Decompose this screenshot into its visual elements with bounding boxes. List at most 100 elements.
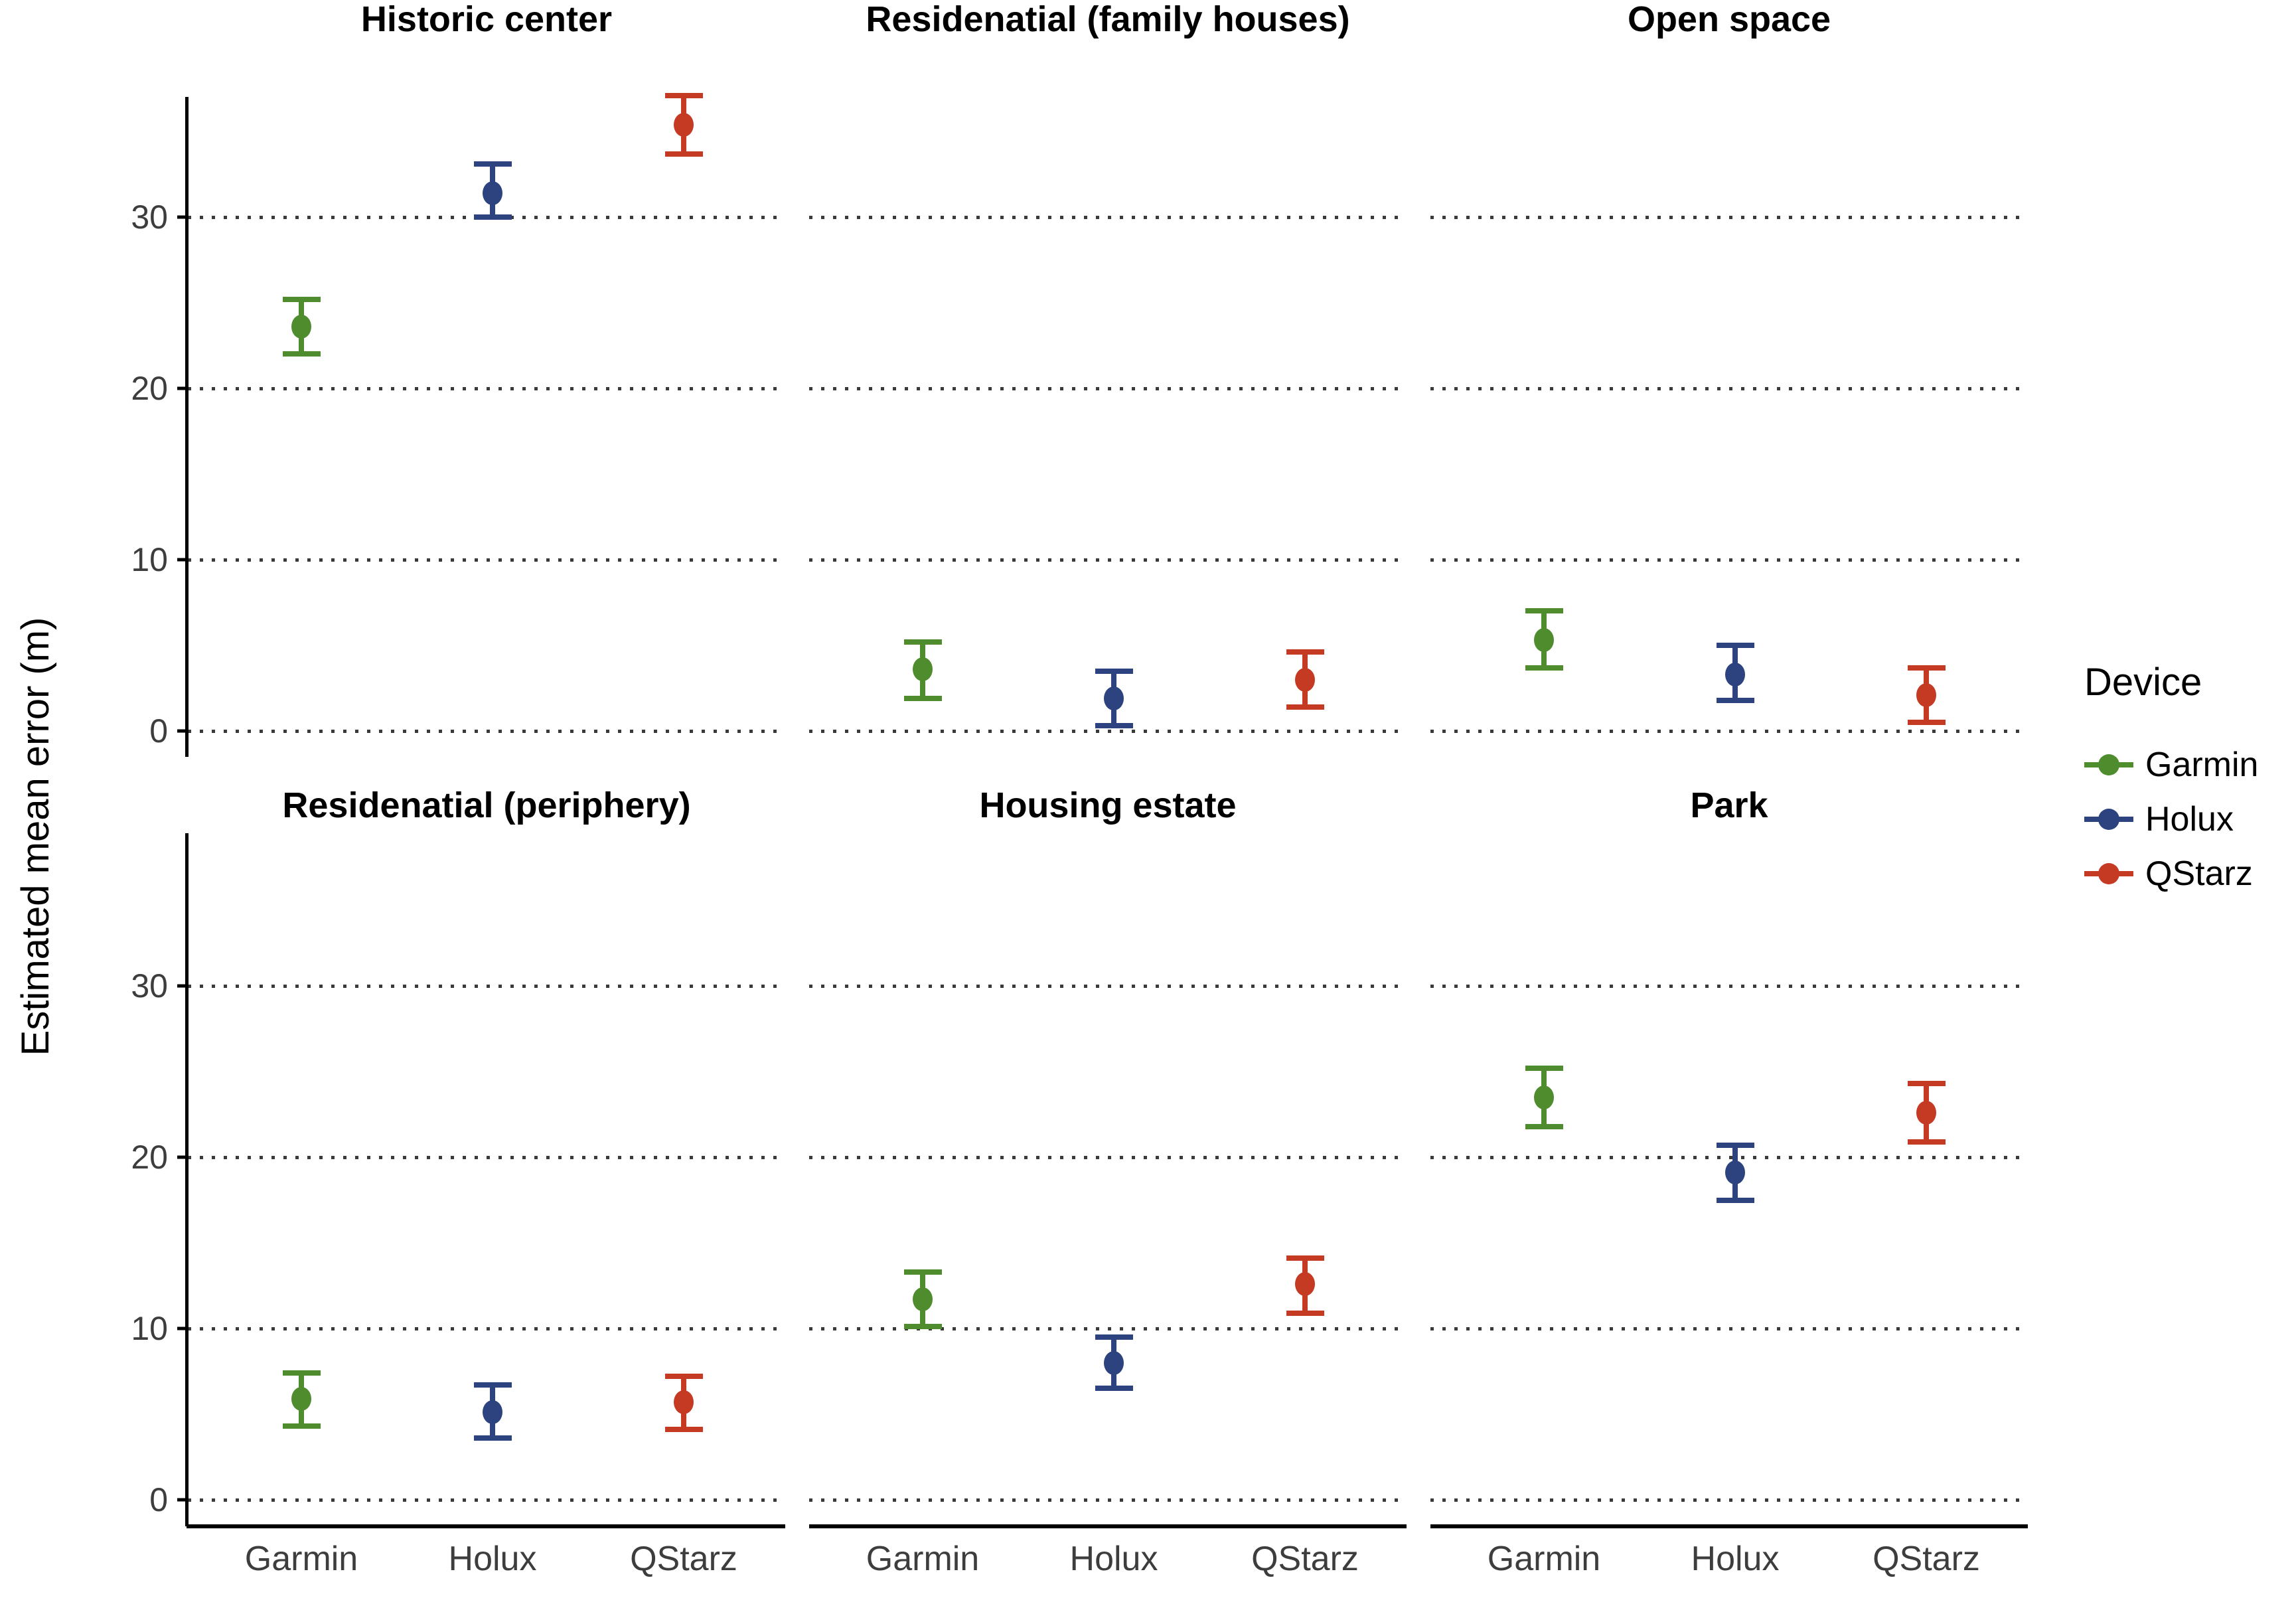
y-tick-label-10: 10 — [131, 541, 168, 578]
errorbar-cap-low-garmin — [283, 1423, 321, 1429]
gridline-y-0 — [1430, 1498, 2028, 1502]
point-garmin — [1534, 1085, 1554, 1109]
errorbar-cap-low-qstarz — [1908, 720, 1946, 726]
x-category-label-qstarz: QStarz — [1251, 1540, 1359, 1578]
legend-entry-holux: Holux — [2084, 792, 2296, 846]
holux-pointrange-icon — [2084, 807, 2133, 832]
x-labels-housing-estate: Garmin Holux QStarz — [809, 1532, 1407, 1585]
gridline-y-30 — [1430, 985, 2028, 988]
y-tick-mark-10 — [177, 558, 188, 562]
gridline-y-10 — [188, 1327, 785, 1330]
errorbar-cap-low-holux — [474, 214, 512, 220]
gridline-y-10 — [809, 1327, 1407, 1330]
point-holux — [1104, 1350, 1124, 1375]
point-holux — [483, 1400, 502, 1425]
legend-entry-garmin: Garmin — [2084, 738, 2296, 792]
point-garmin — [1534, 628, 1554, 653]
x-axis-line-housing-estate — [809, 1524, 1407, 1528]
errorbar-cap-high-qstarz — [1286, 649, 1324, 655]
gridline-y-20 — [188, 386, 785, 390]
y-tick-mark-0 — [177, 1498, 188, 1502]
qstarz-pointrange-icon — [2084, 861, 2133, 886]
gridline-y-0 — [809, 1498, 1407, 1502]
legend-title: Device — [2084, 661, 2202, 704]
errorbar-cap-high-holux — [474, 1382, 512, 1388]
y-tick-label-30: 30 — [131, 967, 168, 1005]
y-axis-bottom-row: 0 10 20 30 — [0, 833, 188, 1526]
errorbar-cap-low-garmin — [283, 351, 321, 357]
x-category-label-qstarz: QStarz — [1873, 1540, 1980, 1578]
facet-title-open-space: Open space — [1627, 0, 1831, 39]
gridline-y-10 — [1430, 558, 2028, 562]
gridline-y-10 — [809, 558, 1407, 562]
panel-park — [1430, 833, 2028, 1526]
errorbar-cap-high-qstarz — [1286, 1255, 1324, 1261]
errorbar-cap-high-holux — [1095, 668, 1133, 674]
errorbar-cap-high-qstarz — [1908, 1081, 1946, 1087]
errorbar-cap-low-garmin — [1525, 665, 1563, 671]
gridline-y-10 — [188, 558, 785, 562]
y-tick-mark-20 — [177, 386, 188, 390]
legend: Device Garmin Holux QStarz — [2084, 661, 2296, 901]
errorbar-cap-low-holux — [1717, 697, 1754, 703]
errorbar-cap-high-garmin — [1525, 1065, 1563, 1071]
facet-title-residential-family-houses: Residenatial (family houses) — [866, 0, 1350, 39]
point-qstarz — [674, 112, 694, 137]
point-holux — [1725, 1161, 1745, 1185]
y-axis-line-bottom-row — [185, 833, 189, 1526]
errorbar-cap-low-qstarz — [665, 1427, 703, 1433]
gridline-y-30 — [1430, 215, 2028, 219]
gridline-y-30 — [809, 985, 1407, 988]
point-garmin — [913, 1287, 933, 1312]
facet-title-historic-center: Historic center — [360, 0, 613, 39]
errorbar-cap-low-garmin — [904, 1324, 942, 1330]
errorbar-cap-high-garmin — [904, 1269, 942, 1275]
gridline-y-0 — [188, 730, 785, 733]
y-tick-mark-30 — [177, 984, 188, 988]
y-axis-line-top-row — [185, 97, 189, 757]
x-axis-line-residential-periphery — [187, 1524, 785, 1528]
x-category-label-qstarz: QStarz — [630, 1540, 737, 1578]
panel-residential-family-houses — [809, 97, 1407, 757]
legend-label-garmin: Garmin — [2145, 746, 2259, 784]
point-qstarz — [1916, 1100, 1936, 1125]
gridline-y-30 — [809, 215, 1407, 219]
point-qstarz — [1295, 1271, 1315, 1296]
y-tick-mark-0 — [177, 729, 188, 733]
point-holux — [1725, 662, 1745, 686]
point-qstarz — [1295, 667, 1315, 692]
point-qstarz — [674, 1390, 694, 1414]
point-qstarz — [1916, 683, 1936, 707]
errorbar-cap-low-holux — [1095, 723, 1133, 729]
gridline-y-10 — [1430, 1327, 2028, 1330]
errorbar-cap-low-garmin — [904, 695, 942, 701]
x-category-label-holux: Holux — [1069, 1540, 1158, 1578]
x-labels-residential-periphery: Garmin Holux QStarz — [188, 1532, 785, 1585]
errorbar-cap-high-holux — [1717, 643, 1754, 648]
legend-entry-qstarz: QStarz — [2084, 846, 2296, 901]
errorbar-cap-high-garmin — [904, 639, 942, 645]
y-tick-label-10: 10 — [131, 1310, 168, 1347]
y-tick-label-30: 30 — [131, 199, 168, 236]
y-tick-label-0: 0 — [149, 712, 168, 750]
panel-historic-center — [188, 92, 785, 757]
errorbar-cap-low-holux — [1095, 1386, 1133, 1392]
y-tick-label-20: 20 — [131, 370, 168, 407]
panel-housing-estate — [809, 833, 1407, 1526]
gridline-y-20 — [1430, 386, 2028, 390]
errorbar-cap-high-holux — [1717, 1142, 1754, 1148]
gridline-y-20 — [809, 1156, 1407, 1159]
errorbar-cap-low-qstarz — [665, 151, 703, 157]
point-holux — [1104, 686, 1124, 710]
facet-title-park: Park — [1690, 785, 1768, 825]
y-tick-mark-30 — [177, 215, 188, 219]
errorbar-cap-low-holux — [1717, 1197, 1754, 1203]
y-tick-mark-20 — [177, 1155, 188, 1159]
gridline-y-0 — [809, 730, 1407, 733]
legend-label-qstarz: QStarz — [2145, 854, 2253, 893]
facet-title-housing-estate: Housing estate — [979, 785, 1237, 825]
errorbar-cap-high-garmin — [283, 296, 321, 302]
legend-label-holux: Holux — [2145, 800, 2234, 839]
point-garmin — [291, 315, 311, 339]
